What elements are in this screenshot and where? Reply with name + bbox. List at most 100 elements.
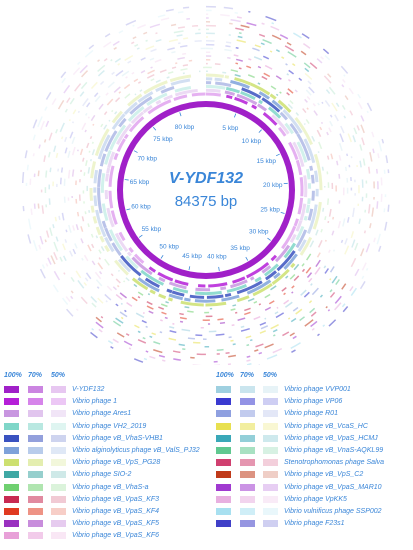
comparison-ring-segment xyxy=(77,280,85,289)
legend-label: Vibrio phage 1 xyxy=(72,398,118,406)
comparison-ring-segment xyxy=(271,34,282,41)
legend-label: Vibrio alginolyticus phage vB_ValS_PJ32 xyxy=(72,446,200,454)
comparison-ring-segment xyxy=(91,260,96,266)
legend-item: Vibrio phage vB_VpaS_KF5 xyxy=(4,518,204,530)
comparison-ring-segment xyxy=(162,359,166,362)
comparison-ring-segment xyxy=(79,91,85,97)
comparison-ring-segment xyxy=(43,155,47,162)
comparison-ring-segment xyxy=(45,91,52,100)
comparison-ring-segment xyxy=(371,131,375,138)
comparison-ring-segment xyxy=(133,358,144,363)
genome-size: 84375 bp xyxy=(175,193,238,210)
comparison-ring-segment xyxy=(179,316,187,320)
comparison-ring-segment xyxy=(155,79,161,83)
comparison-ring-segment xyxy=(262,112,278,126)
comparison-ring-segment xyxy=(84,112,88,116)
comparison-ring-segment xyxy=(92,216,98,224)
comparison-ring-segment xyxy=(155,99,162,105)
comparison-ring-segment xyxy=(38,244,42,250)
swatch-50 xyxy=(263,459,278,467)
comparison-ring-segment xyxy=(219,321,226,325)
comparison-ring-segment xyxy=(310,311,317,317)
legend-header-70: 70% xyxy=(28,372,43,379)
comparison-ring-segment xyxy=(110,59,113,62)
comparison-ring-segment xyxy=(230,279,248,289)
comparison-ring-segment xyxy=(343,74,346,77)
comparison-ring-segment xyxy=(115,303,119,307)
comparison-ring-segment xyxy=(74,243,78,249)
comparison-ring-segment xyxy=(265,270,278,281)
comparison-ring-segment xyxy=(376,233,381,245)
comparison-ring-segment xyxy=(314,266,321,275)
comparison-ring-segment xyxy=(99,271,103,275)
comparison-ring-segment xyxy=(335,279,340,286)
comparison-ring-segment xyxy=(183,37,189,40)
swatch-100 xyxy=(4,398,19,406)
comparison-ring-segment xyxy=(356,125,360,131)
comparison-ring-segment xyxy=(360,124,365,134)
comparison-ring-segment xyxy=(26,164,29,171)
comparison-ring-segment xyxy=(223,6,234,10)
comparison-ring-segment xyxy=(61,136,64,140)
comparison-ring-segment xyxy=(377,153,380,159)
comparison-ring-segment xyxy=(371,207,375,217)
comparison-ring-segment xyxy=(66,97,71,104)
comparison-ring-segment xyxy=(136,47,140,50)
comparison-ring-segment xyxy=(134,93,137,96)
comparison-ring-segment xyxy=(357,101,363,110)
comparison-ring-segment xyxy=(81,70,89,78)
comparison-ring-segment xyxy=(45,120,50,128)
comparison-ring-segment xyxy=(107,81,115,89)
comparison-ring-segment xyxy=(158,293,167,300)
swatch-70 xyxy=(28,471,43,479)
comparison-ring-segment xyxy=(292,335,297,340)
legend-label: Stenotrophomonas phage Salva xyxy=(284,459,385,467)
comparison-ring-segment xyxy=(297,239,307,252)
swatch-70 xyxy=(240,483,255,491)
comparison-ring-segment xyxy=(168,293,184,301)
comparison-ring-segment xyxy=(69,97,75,105)
swatch-50 xyxy=(263,507,278,515)
comparison-ring-segment xyxy=(360,115,365,122)
comparison-ring-segment xyxy=(184,306,190,309)
comparison-ring-segment xyxy=(95,316,102,323)
comparison-ring-segment xyxy=(236,280,263,295)
comparison-ring-segment xyxy=(55,152,59,159)
comparison-ring-segment xyxy=(327,309,331,312)
comparison-ring-segment xyxy=(263,263,279,277)
comparison-ring-segment xyxy=(108,119,111,122)
swatch-100 xyxy=(4,410,19,418)
comparison-ring-segment xyxy=(258,91,270,100)
comparison-ring-segment xyxy=(97,187,103,214)
comparison-ring-segment xyxy=(128,247,134,253)
comparison-ring-segment xyxy=(79,64,88,74)
comparison-ring-segment xyxy=(369,223,372,229)
legend-item: Vibrio phage vB_VhaS-a xyxy=(4,482,204,494)
comparison-ring-segment xyxy=(59,122,65,133)
comparison-ring-segment xyxy=(171,290,185,297)
comparison-ring-segment xyxy=(296,133,311,161)
comparison-ring-segment xyxy=(118,117,127,128)
comparison-ring-segment xyxy=(329,291,336,298)
swatch-50 xyxy=(51,520,66,528)
comparison-ring-segment xyxy=(306,107,309,110)
comparison-ring-segment xyxy=(329,278,332,281)
legend-label: Vibrio phage vB_VhaS-VHB1 xyxy=(72,434,163,442)
comparison-ring-segment xyxy=(125,333,130,336)
comparison-ring-segment xyxy=(227,56,231,60)
comparison-ring-segment xyxy=(107,151,116,169)
comparison-ring-segment xyxy=(126,251,132,257)
comparison-ring-segment xyxy=(270,285,277,291)
comparison-ring-segment xyxy=(255,343,264,348)
legend-label: Vibrio phage vB_VpaS_KF3 xyxy=(72,495,160,503)
comparison-ring-segment xyxy=(75,308,79,312)
comparison-ring-segment xyxy=(248,58,252,61)
comparison-ring-segment xyxy=(267,106,282,119)
comparison-ring-segment xyxy=(363,230,367,234)
comparison-ring-segment xyxy=(100,316,104,319)
comparison-ring-segment xyxy=(281,225,297,250)
comparison-ring-segment xyxy=(80,226,84,232)
comparison-ring-segment xyxy=(79,148,84,156)
comparison-ring-segment xyxy=(101,220,107,229)
comparison-ring-segment xyxy=(292,141,305,167)
